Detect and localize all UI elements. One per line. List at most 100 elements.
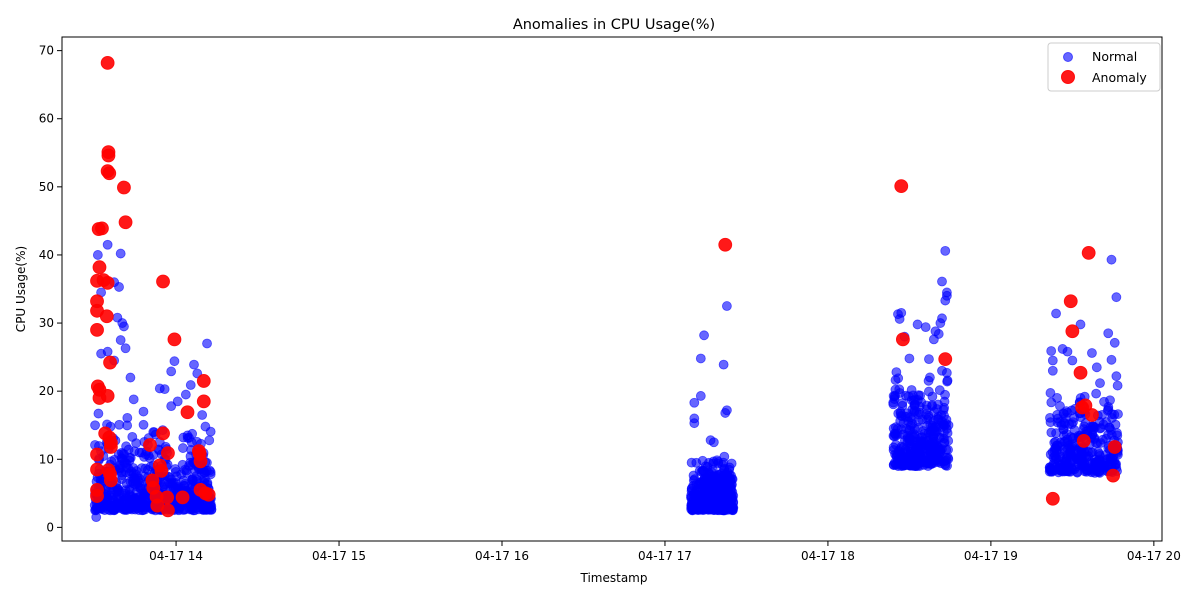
normal-point	[182, 430, 193, 441]
normal-point	[104, 501, 114, 512]
normal-point	[91, 512, 102, 523]
anomaly-point	[118, 215, 133, 230]
anomaly-point	[175, 490, 190, 505]
normal-point	[1075, 319, 1086, 330]
normal-point	[1087, 348, 1097, 358]
normal-point	[1049, 465, 1060, 476]
normal-point	[202, 338, 212, 349]
normal-point	[115, 335, 126, 345]
normal-point	[189, 359, 199, 370]
anomaly-point	[156, 426, 170, 441]
normal-point	[1099, 396, 1109, 407]
anomaly-point	[160, 490, 175, 505]
normal-point	[721, 301, 732, 311]
normal-point	[942, 460, 952, 471]
normal-point	[1112, 380, 1123, 391]
y-tick-label: 50	[39, 180, 54, 194]
anomaly-point	[201, 487, 216, 502]
normal-point	[690, 504, 701, 515]
legend-anomaly-label: Anomaly	[1092, 70, 1147, 85]
normal-point	[1063, 440, 1074, 451]
anomaly-point	[100, 389, 115, 403]
normal-point	[943, 420, 954, 431]
anomaly-point	[92, 260, 107, 275]
normal-point	[709, 481, 720, 492]
normal-point	[688, 489, 699, 500]
normal-point	[1068, 417, 1078, 428]
normal-point	[928, 415, 939, 426]
normal-point	[1066, 405, 1077, 416]
normal-point	[941, 290, 952, 301]
y-tick-label: 70	[39, 44, 54, 58]
anomaly-point	[100, 55, 115, 70]
normal-point	[122, 412, 133, 423]
normal-point	[1055, 417, 1065, 427]
normal-point	[178, 443, 188, 453]
y-axis: 0 10 20 30 40 50 60 70	[39, 44, 62, 534]
anomaly-point	[103, 473, 118, 488]
normal-point	[895, 406, 906, 417]
normal-point	[111, 486, 122, 497]
anomaly-point	[193, 454, 208, 469]
anomaly-point	[90, 322, 104, 337]
normal-point	[1058, 408, 1069, 419]
normal-point	[696, 466, 707, 477]
normal-point	[187, 502, 198, 513]
normal-point	[905, 460, 916, 471]
normal-point	[1051, 308, 1061, 319]
anomaly-point	[1076, 433, 1091, 448]
normal-point	[1062, 346, 1073, 357]
normal-point	[890, 422, 901, 433]
normal-point	[1068, 432, 1079, 443]
x-tick-label: 04-17 19	[964, 549, 1018, 563]
normal-point	[894, 314, 905, 324]
normal-point	[708, 437, 719, 448]
x-tick-label: 04-17 18	[801, 549, 855, 563]
normal-point	[169, 356, 180, 367]
normal-point	[1111, 292, 1122, 303]
normal-point	[1075, 452, 1086, 463]
normal-point	[1046, 397, 1057, 408]
normal-point	[128, 394, 139, 405]
x-tick-label: 04-17 16	[475, 549, 529, 563]
anomaly-point	[101, 148, 116, 163]
normal-point	[1091, 362, 1102, 373]
normal-point	[695, 391, 706, 401]
anomaly-point	[90, 489, 104, 503]
normal-point	[120, 457, 131, 468]
y-tick-label: 60	[39, 112, 54, 126]
normal-point	[125, 501, 136, 512]
normal-point	[200, 421, 211, 432]
normal-point	[127, 431, 138, 442]
normal-point	[115, 248, 126, 259]
normal-point	[1098, 419, 1109, 430]
anomaly-point	[180, 405, 195, 420]
y-axis-title: CPU Usage(%)	[14, 246, 28, 332]
normal-point	[924, 354, 934, 365]
normal-point	[1103, 328, 1114, 339]
x-tick-label: 04-17 20	[1127, 549, 1181, 563]
normal-point	[934, 432, 945, 443]
normal-point	[166, 366, 177, 377]
normal-point	[92, 250, 103, 260]
anomaly-point	[1063, 294, 1078, 309]
y-tick-label: 20	[39, 384, 54, 398]
normal-point	[114, 282, 124, 292]
normal-point	[159, 384, 170, 395]
anomaly-point	[1078, 398, 1093, 413]
normal-point	[1067, 455, 1078, 466]
x-tick-label: 04-17 15	[312, 549, 366, 563]
normal-point	[1050, 454, 1061, 465]
normal-point	[184, 460, 194, 471]
normal-point	[1109, 337, 1120, 348]
legend: Normal Anomaly	[1047, 42, 1161, 92]
normal-point	[892, 455, 903, 466]
normal-point	[134, 477, 145, 488]
normal-point	[121, 478, 132, 489]
x-tick-label: 04-17 17	[638, 549, 692, 563]
normal-point	[1094, 460, 1105, 471]
normal-point	[138, 419, 149, 430]
normal-point	[1086, 466, 1097, 476]
normal-point	[903, 416, 914, 427]
normal-point	[722, 467, 733, 478]
